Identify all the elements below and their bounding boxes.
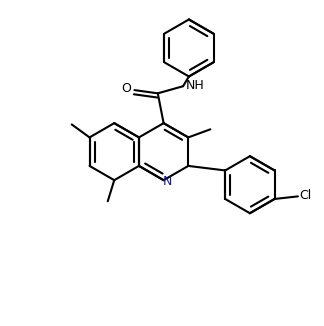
- Text: N: N: [163, 175, 172, 188]
- Text: O: O: [122, 82, 131, 95]
- Text: NH: NH: [186, 79, 204, 92]
- Text: Cl: Cl: [299, 189, 311, 202]
